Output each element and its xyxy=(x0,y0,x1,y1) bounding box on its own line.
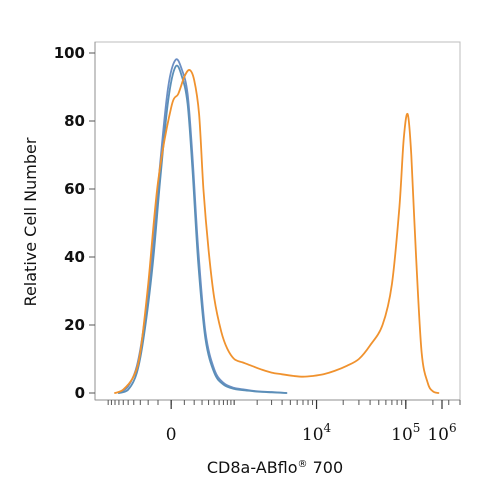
y-axis-ticks: 0 20 40 60 80 100 xyxy=(54,44,95,402)
x-tick-label: 106 xyxy=(427,421,456,445)
x-axis-title: CD8a-ABflo® 700 xyxy=(207,458,343,477)
y-tick-label: 20 xyxy=(64,316,85,334)
y-tick-label: 80 xyxy=(64,112,85,130)
histogram-series xyxy=(114,58,440,394)
y-axis-title: Relative Cell Number xyxy=(21,137,40,306)
x-axis-title-main: CD8a-ABflo xyxy=(207,458,298,477)
x-axis-title-registered: ® xyxy=(298,459,308,470)
y-tick-label: 0 xyxy=(75,384,85,402)
x-tick-label: 104 xyxy=(302,421,332,445)
series-line-3 xyxy=(114,69,440,394)
y-tick-label: 60 xyxy=(64,180,85,198)
series-line-2 xyxy=(118,64,288,394)
y-tick-label: 40 xyxy=(64,248,85,266)
x-axis-title-suffix: 700 xyxy=(308,458,344,477)
x-tick-label: 0 xyxy=(166,425,177,445)
x-tick-label: 105 xyxy=(391,421,420,445)
x-axis-ticks: 0 104 105 106 xyxy=(107,400,461,445)
y-tick-label: 100 xyxy=(54,44,85,62)
plot-area-border xyxy=(94,41,461,401)
series-line-1 xyxy=(118,58,288,394)
plot-frame xyxy=(94,41,461,401)
